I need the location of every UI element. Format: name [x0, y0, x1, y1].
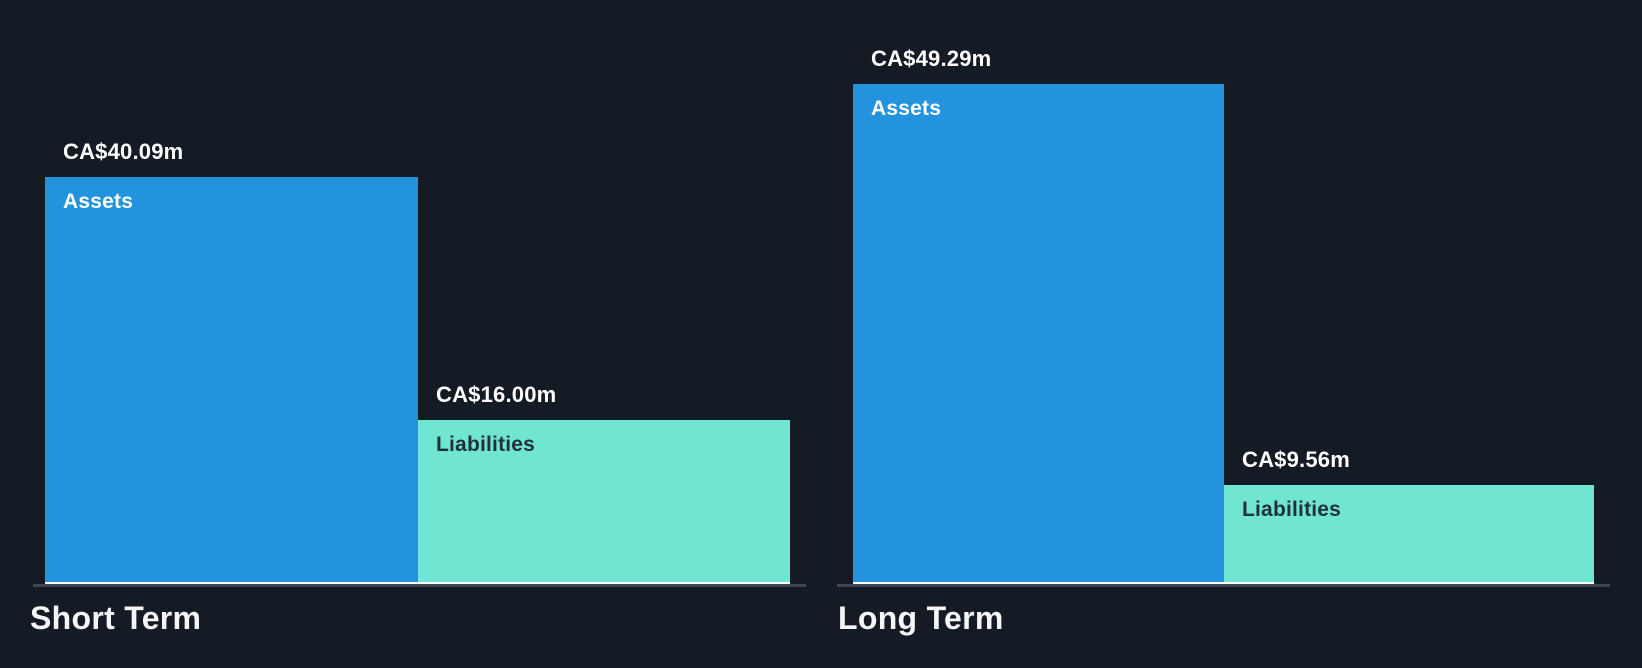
long-term-assets-value-label: CA$49.29m: [871, 46, 992, 71]
short-term-liabilities-bar[interactable]: Liabilities: [418, 420, 790, 584]
short-term-liabilities-value-label: CA$16.00m: [436, 382, 557, 407]
short-term-assets-value-label: CA$40.09m: [63, 139, 184, 164]
long-term-axis-baseline: [837, 584, 1610, 587]
long-term-liabilities-value-label: CA$9.56m: [1242, 447, 1350, 472]
long-term-assets-bar-label: Assets: [871, 97, 942, 120]
short-term-assets-bar-label: Assets: [63, 190, 134, 213]
short-term-liabilities-bar-label: Liabilities: [436, 433, 536, 456]
long-term-liabilities-bar-label: Liabilities: [1242, 498, 1342, 521]
long-term-assets-bar[interactable]: Assets: [853, 84, 1224, 584]
short-term-group-label: Short Term: [30, 600, 202, 636]
short-term-axis-baseline: [33, 584, 806, 587]
long-term-liabilities-bar[interactable]: Liabilities: [1224, 485, 1594, 584]
short-term-assets-bar[interactable]: Assets: [45, 177, 418, 584]
long-term-group-label: Long Term: [838, 600, 1004, 636]
